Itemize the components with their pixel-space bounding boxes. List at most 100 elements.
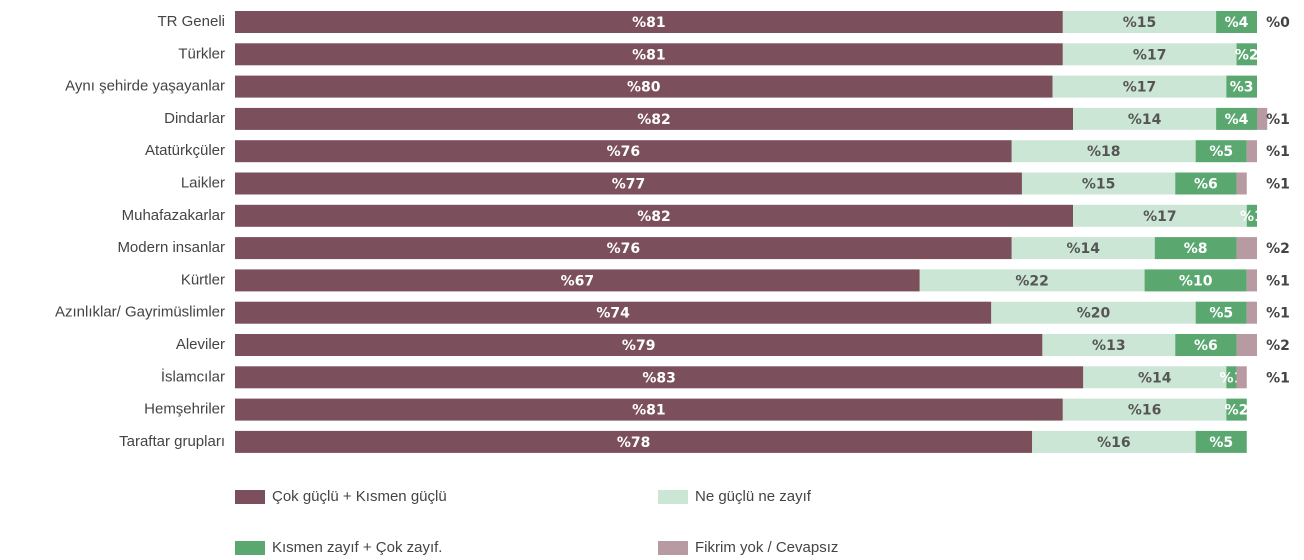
legend-swatch bbox=[658, 490, 688, 504]
value-label: %17 bbox=[1143, 209, 1177, 225]
bar-segment bbox=[235, 334, 1043, 356]
bar-segment bbox=[235, 398, 1063, 421]
category-label: Dindarlar bbox=[164, 110, 225, 127]
bar-segment bbox=[1195, 301, 1247, 324]
category-label: İslamcılar bbox=[161, 367, 225, 385]
bar-segment bbox=[1073, 107, 1217, 130]
value-label: %77 bbox=[612, 177, 646, 193]
value-label: %1 bbox=[1266, 370, 1290, 386]
bar-segment bbox=[1236, 237, 1257, 260]
bar-segment bbox=[1246, 204, 1257, 227]
category-label: Aynı şehirde yaşayanlar bbox=[65, 78, 225, 95]
category-label: Atatürkçüler bbox=[145, 142, 225, 159]
category-label: Kürtler bbox=[181, 271, 225, 288]
legend-swatch bbox=[235, 490, 265, 504]
value-label: %78 bbox=[617, 435, 651, 451]
value-label: %81 bbox=[632, 15, 666, 31]
value-label: %15 bbox=[1123, 15, 1157, 31]
bar-segment bbox=[1062, 398, 1227, 421]
bar-segment bbox=[1257, 107, 1268, 130]
category-label: Modern insanlar bbox=[117, 239, 225, 256]
value-label: %1 bbox=[1266, 112, 1290, 128]
bar-segment bbox=[1011, 140, 1196, 163]
value-label: %3 bbox=[1230, 80, 1254, 96]
legend-label: Kısmen zayıf + Çok zayıf. bbox=[272, 539, 442, 556]
bar-segment bbox=[235, 301, 992, 324]
legend-label: Çok güçlü + Kısmen güçlü bbox=[272, 488, 447, 505]
legend-swatch bbox=[235, 541, 265, 555]
value-label: %82 bbox=[637, 112, 671, 128]
category-label: Aleviler bbox=[176, 336, 225, 353]
bar-segment bbox=[1236, 43, 1257, 66]
value-label: %5 bbox=[1209, 144, 1233, 160]
value-label: %79 bbox=[622, 338, 656, 354]
value-label: %20 bbox=[1077, 306, 1111, 322]
value-label: %82 bbox=[637, 209, 671, 225]
bar-segment bbox=[1011, 237, 1155, 260]
value-label: %67 bbox=[561, 273, 595, 289]
value-label: %16 bbox=[1097, 435, 1131, 451]
category-label: Azınlıklar/ Gayrimüslimler bbox=[55, 304, 225, 321]
value-label: %83 bbox=[642, 370, 676, 386]
value-label: %2 bbox=[1235, 47, 1259, 63]
category-label: Laikler bbox=[181, 174, 225, 191]
value-label: %76 bbox=[607, 144, 641, 160]
value-label: %76 bbox=[607, 241, 641, 257]
legend-label: Fikrim yok / Cevapsız bbox=[695, 539, 838, 556]
bar-segment bbox=[1175, 334, 1237, 356]
bar-segment bbox=[1236, 366, 1247, 389]
legend-label: Ne güçlü ne zayıf bbox=[695, 488, 812, 505]
bar-segment bbox=[1154, 237, 1237, 260]
value-label: %74 bbox=[596, 306, 630, 322]
bar-segment bbox=[1083, 366, 1227, 389]
bar-segment bbox=[1062, 43, 1237, 66]
bar-segment bbox=[1062, 11, 1217, 33]
bar-segment bbox=[235, 75, 1053, 98]
bar-segment bbox=[235, 172, 1022, 195]
value-label: %14 bbox=[1128, 112, 1162, 128]
bar-segment bbox=[235, 366, 1084, 389]
bar-segment bbox=[991, 301, 1196, 324]
bar-segment bbox=[1032, 430, 1196, 453]
value-label: %15 bbox=[1082, 177, 1116, 193]
value-label: %2 bbox=[1266, 338, 1290, 354]
bar-segment bbox=[235, 269, 920, 292]
bar-segment bbox=[1226, 366, 1237, 389]
value-label: %0 bbox=[1266, 15, 1290, 31]
bar-segment bbox=[1246, 269, 1257, 292]
legend-swatch bbox=[658, 541, 688, 555]
value-label: %17 bbox=[1133, 47, 1167, 63]
bar-segment bbox=[919, 269, 1145, 292]
value-label: %4 bbox=[1225, 15, 1249, 31]
value-label: %16 bbox=[1128, 403, 1162, 419]
category-label: Muhafazakarlar bbox=[122, 207, 225, 224]
value-label: %1 bbox=[1266, 273, 1290, 289]
value-label: %17 bbox=[1123, 80, 1157, 96]
bar-segment bbox=[1216, 11, 1257, 33]
value-label: %1 bbox=[1266, 177, 1290, 193]
bar-segment bbox=[1195, 140, 1247, 163]
value-label: %2 bbox=[1225, 403, 1249, 419]
value-label: %22 bbox=[1015, 273, 1049, 289]
bar-segment bbox=[1236, 334, 1257, 356]
bar-segment bbox=[1246, 301, 1257, 324]
value-label: %6 bbox=[1194, 338, 1218, 354]
category-label: Hemşehriler bbox=[144, 401, 225, 418]
bar-segment bbox=[1144, 269, 1247, 292]
value-label: %1 bbox=[1266, 306, 1290, 322]
bar-segment bbox=[235, 237, 1012, 260]
value-label: %8 bbox=[1184, 241, 1208, 257]
value-label: %4 bbox=[1225, 112, 1249, 128]
value-label: %81 bbox=[632, 403, 666, 419]
value-label: %10 bbox=[1179, 273, 1213, 289]
value-label: %81 bbox=[632, 47, 666, 63]
bar-segment bbox=[235, 430, 1033, 453]
bar-segment bbox=[1042, 334, 1176, 356]
value-label: %14 bbox=[1138, 370, 1172, 386]
bar-segment bbox=[235, 204, 1074, 227]
category-label: Taraftar grupları bbox=[119, 433, 225, 450]
bar-segment bbox=[1246, 140, 1257, 163]
category-label: Türkler bbox=[178, 45, 225, 62]
bar-segment bbox=[1226, 398, 1247, 421]
